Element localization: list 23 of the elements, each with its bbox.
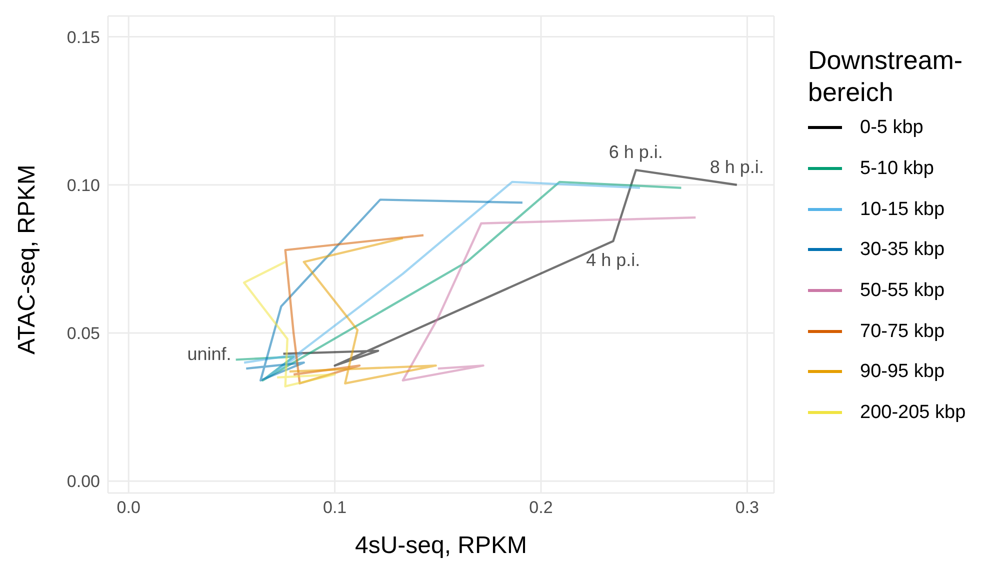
legend-label: 50-55 kbp xyxy=(860,280,945,302)
legend-label: 70-75 kbp xyxy=(860,320,945,343)
y-tick-label: 0.15 xyxy=(66,28,100,47)
legend-label: 0-5 kbp xyxy=(860,117,924,140)
legend-label: 5-10 kbp xyxy=(860,158,934,180)
x-axis-title: 4sU-seq, RPKM xyxy=(354,532,528,559)
x-tick-label: 0.1 xyxy=(322,498,347,518)
annotation: uninf. xyxy=(187,344,232,364)
x-tick-label: 0.3 xyxy=(735,498,760,518)
annotation: 6 h p.i. xyxy=(608,142,663,162)
legend-label: 10-15 kbp xyxy=(860,198,945,221)
annotation: 4 h p.i. xyxy=(586,250,640,270)
y-axis-title: ATAC-seq, RPKM xyxy=(14,164,41,354)
legend-title: Downstream-bereich xyxy=(808,44,964,108)
annotation: 8 h p.i. xyxy=(710,156,764,177)
legend-label: 90-95 kbp xyxy=(860,361,945,384)
y-tick-label: 0.10 xyxy=(66,176,100,195)
legend-label: 200-205 kbp xyxy=(860,402,966,424)
y-tick-label: 0.00 xyxy=(66,472,100,492)
legend-label: 30-35 kbp xyxy=(860,239,945,262)
x-tick-label: 0.0 xyxy=(116,498,140,518)
x-tick-label: 0.2 xyxy=(529,498,553,518)
y-tick-label: 0.05 xyxy=(66,324,100,344)
